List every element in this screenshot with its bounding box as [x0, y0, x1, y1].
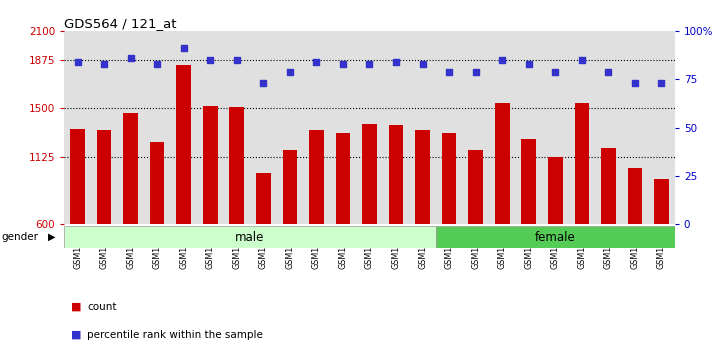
Text: ■: ■ [71, 302, 82, 312]
Bar [64, 226, 436, 248]
Point [178, 46, 189, 51]
Bar [442, 133, 456, 224]
Point [311, 59, 322, 65]
Point [204, 57, 216, 63]
Point [655, 80, 667, 86]
Text: male: male [236, 231, 265, 244]
Text: ▶: ▶ [49, 232, 56, 242]
Point [258, 80, 269, 86]
Point [576, 57, 588, 63]
Point [470, 69, 481, 75]
Bar [309, 130, 323, 224]
Bar [468, 149, 483, 224]
Bar [70, 129, 85, 224]
Bar [150, 142, 164, 224]
Bar [176, 65, 191, 224]
Bar [203, 106, 218, 224]
Bar [362, 124, 377, 224]
Point [284, 69, 296, 75]
Text: female: female [535, 231, 575, 244]
Point [550, 69, 561, 75]
Bar [256, 173, 271, 224]
Point [391, 59, 402, 65]
Bar [575, 103, 589, 224]
Bar [124, 114, 138, 224]
Point [151, 61, 163, 67]
Bar [97, 130, 111, 224]
Point [125, 55, 136, 61]
Point [337, 61, 348, 67]
Point [363, 61, 376, 67]
Text: percentile rank within the sample: percentile rank within the sample [87, 330, 263, 339]
Point [72, 59, 84, 65]
Bar [601, 148, 615, 224]
Text: GDS564 / 121_at: GDS564 / 121_at [64, 17, 177, 30]
Bar [548, 157, 563, 224]
Point [443, 69, 455, 75]
Text: gender: gender [1, 232, 39, 242]
Bar [654, 179, 669, 224]
Text: count: count [87, 302, 116, 312]
Bar [495, 102, 510, 224]
Bar [416, 130, 430, 224]
Bar [521, 139, 536, 224]
Bar [229, 107, 244, 224]
Point [496, 57, 508, 63]
Bar [436, 226, 675, 248]
Bar [283, 150, 297, 224]
Point [629, 80, 640, 86]
Bar [388, 125, 403, 224]
Point [231, 57, 243, 63]
Point [417, 61, 428, 67]
Bar [336, 133, 351, 224]
Point [603, 69, 614, 75]
Bar [628, 168, 642, 224]
Point [99, 61, 110, 67]
Text: ■: ■ [71, 330, 82, 339]
Point [523, 61, 535, 67]
